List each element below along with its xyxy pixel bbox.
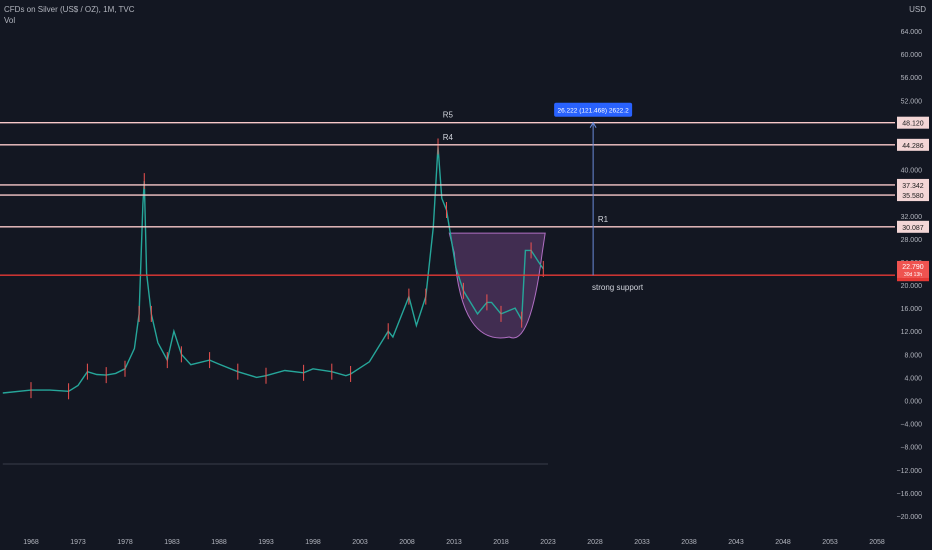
level-tag: R1 (598, 215, 609, 224)
price-level-label: 37.342 (902, 183, 924, 190)
y-tick-label: 60.000 (901, 52, 923, 59)
x-tick-label: 2058 (869, 539, 885, 546)
level-tag: R4 (443, 133, 454, 142)
measure-box (554, 102, 633, 117)
x-tick-label: 1973 (70, 539, 86, 546)
y-tick-label: −8.000 (900, 445, 922, 452)
y-tick-label: 40.000 (901, 168, 923, 175)
price-line (2, 146, 544, 394)
y-tick-label: 32.000 (901, 214, 923, 221)
support-annotation: strong support (592, 283, 644, 292)
y-tick-label: 52.000 (901, 98, 923, 105)
y-tick-label: 12.000 (901, 329, 923, 336)
x-tick-label: 1968 (23, 539, 39, 546)
x-tick-label: 2028 (587, 539, 603, 546)
y-tick-label: 64.000 (901, 29, 923, 36)
y-tick-label: 8.000 (904, 352, 922, 359)
x-tick-label: 2048 (775, 539, 791, 546)
price-level-label: 30.087 (902, 225, 924, 232)
price-level-tag (897, 116, 929, 129)
x-tick-label: 1998 (305, 539, 321, 546)
level-tag: R5 (443, 111, 454, 120)
current-price-tag (897, 260, 929, 278)
current-price-label: 22.790 (902, 264, 924, 271)
x-tick-label: 2013 (446, 539, 462, 546)
measure-label: 26.222 (121.468) 2622.2 (558, 108, 630, 115)
price-level-tag (897, 138, 929, 151)
y-tick-label: −16.000 (897, 491, 923, 498)
y-tick-label: 16.000 (901, 306, 923, 313)
y-tick-label: −20.000 (897, 514, 923, 521)
price-level-label: 44.286 (902, 143, 924, 150)
x-tick-label: 2033 (634, 539, 650, 546)
price-level-tag (897, 220, 929, 233)
measure-arrow (589, 121, 597, 128)
y-tick-label: 56.000 (901, 75, 923, 82)
x-tick-label: 2003 (352, 539, 368, 546)
x-tick-label: 1978 (117, 539, 133, 546)
x-tick-label: 2018 (493, 539, 509, 546)
y-tick-label: 4.000 (904, 375, 922, 382)
price-level-label: 48.120 (902, 121, 924, 128)
y-tick-label: 28.000 (901, 237, 923, 244)
x-tick-label: 1983 (164, 539, 180, 546)
y-tick-label: 0.000 (904, 399, 922, 406)
y-tick-label: −12.000 (897, 468, 923, 475)
currency-label[interactable]: USD (909, 5, 926, 14)
x-tick-label: 2023 (540, 539, 556, 546)
x-tick-label: 2038 (681, 539, 697, 546)
x-tick-label: 1988 (211, 539, 227, 546)
current-price-countdown: 30d 13h (904, 272, 922, 278)
y-tick-label: 20.000 (901, 283, 923, 290)
x-tick-label: 1993 (258, 539, 274, 546)
volume-label: Vol (4, 16, 16, 25)
x-tick-label: 2043 (728, 539, 744, 546)
price-level-tag (897, 178, 929, 191)
x-tick-label: 2008 (399, 539, 415, 546)
price-level-tag (897, 189, 929, 202)
chart-title: CFDs on Silver (US$ / OZ), 1M, TVC (4, 5, 135, 14)
y-tick-label: −4.000 (900, 422, 922, 429)
x-tick-label: 2053 (822, 539, 838, 546)
price-level-label: 35.580 (902, 193, 924, 200)
